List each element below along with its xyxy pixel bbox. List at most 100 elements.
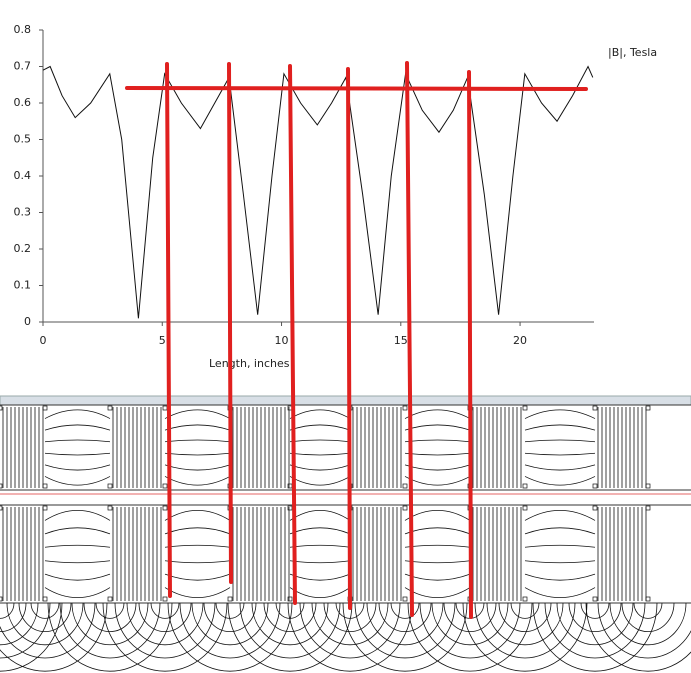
field-line bbox=[59, 602, 161, 659]
field-line bbox=[404, 560, 471, 564]
data-line bbox=[42, 65, 594, 319]
field-line bbox=[289, 527, 351, 535]
field-line bbox=[95, 602, 125, 619]
field-line bbox=[0, 602, 15, 619]
field-line bbox=[289, 510, 351, 521]
field-line bbox=[404, 527, 471, 535]
field-line bbox=[167, 602, 293, 672]
annotation-line bbox=[467, 70, 473, 619]
field-line bbox=[462, 602, 588, 672]
x-tick-label: 0 bbox=[40, 334, 47, 347]
field-line bbox=[342, 602, 468, 672]
field-line bbox=[164, 452, 231, 456]
field-line bbox=[404, 464, 471, 471]
node bbox=[0, 505, 3, 511]
field-line bbox=[532, 602, 658, 672]
node bbox=[522, 505, 528, 511]
field-line bbox=[138, 602, 192, 632]
x-tick-label: 15 bbox=[394, 334, 408, 347]
field-line bbox=[289, 476, 351, 486]
x-tick-label: 10 bbox=[275, 334, 289, 347]
field-line bbox=[164, 464, 231, 471]
field-line bbox=[30, 602, 60, 619]
field-line bbox=[633, 602, 663, 619]
field-line bbox=[44, 424, 111, 431]
annotations bbox=[125, 61, 588, 619]
field-line bbox=[44, 439, 111, 443]
node bbox=[287, 596, 293, 602]
field-line bbox=[289, 439, 351, 443]
field-line bbox=[524, 560, 596, 564]
field-line bbox=[164, 573, 231, 581]
node bbox=[645, 405, 651, 411]
field-line bbox=[102, 602, 228, 672]
field-line bbox=[443, 602, 497, 632]
node bbox=[0, 405, 3, 411]
field-line bbox=[0, 602, 108, 672]
node bbox=[592, 483, 598, 489]
field-line bbox=[44, 409, 111, 419]
field-line bbox=[335, 602, 365, 619]
field-line bbox=[44, 560, 111, 564]
field-line bbox=[164, 476, 231, 486]
annotation-line bbox=[165, 62, 172, 598]
field-line bbox=[289, 560, 351, 564]
node bbox=[645, 505, 651, 511]
node bbox=[107, 505, 113, 511]
node bbox=[162, 505, 168, 511]
field-line bbox=[164, 424, 231, 431]
field-line bbox=[126, 602, 204, 646]
y-tick-label: 0.1 bbox=[14, 279, 32, 292]
field-line bbox=[524, 439, 596, 443]
field-line bbox=[275, 602, 305, 619]
field-line bbox=[404, 544, 471, 548]
field-line bbox=[164, 587, 231, 598]
field-line bbox=[164, 544, 231, 548]
node bbox=[42, 405, 48, 411]
field-line bbox=[44, 573, 111, 581]
field-line bbox=[114, 602, 216, 659]
field-line bbox=[289, 587, 351, 598]
node bbox=[645, 483, 651, 489]
node bbox=[162, 483, 168, 489]
field-line bbox=[510, 602, 540, 619]
field-line bbox=[289, 452, 351, 456]
field-line bbox=[6, 602, 84, 646]
node bbox=[162, 596, 168, 602]
field-line bbox=[524, 527, 596, 535]
y-tick-label: 0.6 bbox=[14, 96, 32, 109]
field-line bbox=[164, 409, 231, 419]
field-line bbox=[215, 602, 245, 619]
field-line bbox=[44, 476, 111, 486]
field-line bbox=[404, 573, 471, 581]
node bbox=[522, 596, 528, 602]
field-line bbox=[404, 439, 471, 443]
node bbox=[592, 596, 598, 602]
node bbox=[107, 405, 113, 411]
field-line bbox=[0, 602, 96, 659]
field-line bbox=[0, 602, 63, 672]
y-tick-label: 0.5 bbox=[14, 133, 32, 146]
field-line bbox=[239, 602, 341, 659]
field-line bbox=[524, 476, 596, 486]
node bbox=[162, 405, 168, 411]
field-line bbox=[44, 510, 111, 521]
field-line bbox=[597, 602, 691, 659]
y-tick-label: 0.4 bbox=[14, 169, 32, 182]
x-axis-label: Length, inches bbox=[209, 357, 290, 370]
field-line bbox=[524, 544, 596, 548]
node bbox=[42, 596, 48, 602]
field-line bbox=[164, 439, 231, 443]
field-line bbox=[191, 602, 269, 646]
field-line bbox=[44, 587, 111, 598]
field-line bbox=[164, 527, 231, 535]
y-tick-label: 0 bbox=[24, 315, 31, 328]
node bbox=[592, 405, 598, 411]
x-tick-label: 20 bbox=[513, 334, 527, 347]
field-line bbox=[0, 602, 51, 659]
annotation-line bbox=[405, 61, 414, 617]
field-line bbox=[83, 602, 137, 632]
field-line bbox=[524, 573, 596, 581]
node bbox=[645, 596, 651, 602]
